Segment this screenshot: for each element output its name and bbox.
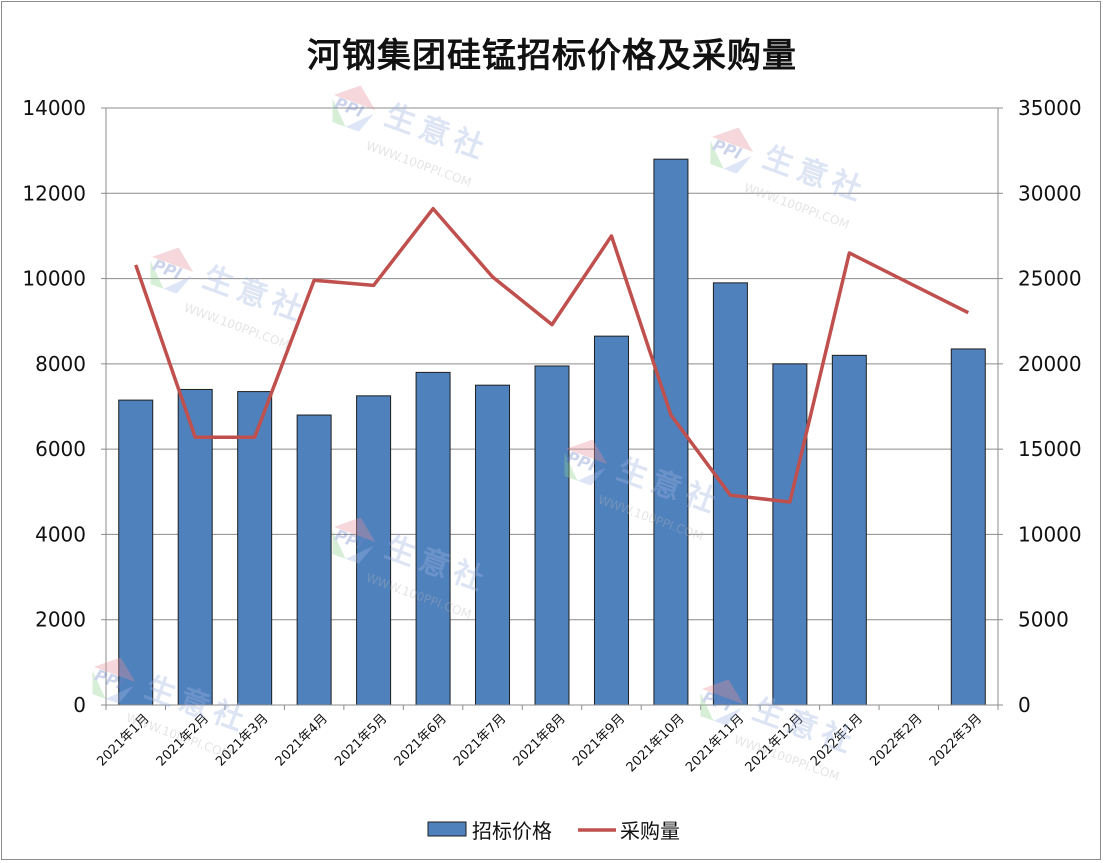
left-tick-label: 2000 — [35, 608, 86, 632]
watermark-logo-right — [723, 155, 752, 174]
watermark-logo-left — [564, 452, 578, 481]
right-tick-label: 15000 — [1018, 437, 1082, 461]
watermark-logo-right — [163, 275, 192, 294]
bar-2021年1月 — [118, 399, 154, 706]
watermark-logo-right — [345, 113, 374, 132]
watermark-logo-left — [332, 530, 346, 559]
purchase-line — [134, 206, 970, 504]
purchase-line-path — [134, 206, 970, 504]
legend-label-purchase: 采购量 — [620, 819, 680, 843]
watermark-logo-left — [332, 98, 346, 127]
bar-2021年11月 — [712, 282, 748, 706]
bar-2021年2月 — [177, 388, 213, 706]
left-tick-label: 0 — [73, 693, 86, 717]
bar-2021年5月 — [356, 395, 392, 706]
right-tick-label: 25000 — [1018, 267, 1082, 291]
bar-2022年3月 — [950, 348, 986, 706]
bar-2021年7月 — [475, 384, 511, 706]
watermark-logo-top — [701, 679, 744, 704]
x-tick-label: 2021年10月 — [624, 711, 688, 775]
left-tick-label: 14000 — [22, 96, 86, 120]
left-tick-label: 6000 — [35, 437, 86, 461]
bar-2021年8月 — [534, 365, 570, 706]
right-tick-label: 10000 — [1018, 522, 1082, 546]
right-tick-label: 5000 — [1018, 608, 1069, 632]
x-tick-label: 2021年4月 — [273, 711, 331, 769]
watermark-logo-left — [710, 140, 724, 169]
watermark-logo-right — [345, 545, 374, 564]
watermark-logo-left — [150, 260, 164, 289]
bar-2021年6月 — [415, 371, 451, 706]
bar-2021年3月 — [237, 391, 273, 706]
left-tick-label: 10000 — [22, 267, 86, 291]
right-tick-label: 30000 — [1018, 181, 1082, 205]
x-tick-label: 2021年9月 — [570, 711, 628, 769]
watermark-logo-top — [711, 127, 754, 152]
price-bars — [118, 158, 986, 706]
watermark-logo-top — [93, 657, 136, 682]
bar-2021年9月 — [593, 335, 629, 706]
bar-2021年12月 — [772, 363, 808, 706]
bar-2021年4月 — [296, 414, 332, 706]
chart-title: 河钢集团硅锰招标价格及采购量 — [307, 36, 797, 76]
x-tick-label: 2022年2月 — [867, 711, 925, 769]
left-tick-label: 8000 — [35, 352, 86, 376]
watermark-logo-right — [577, 467, 606, 486]
legend: 招标价格 采购量 — [427, 819, 680, 843]
x-tick-label: 2022年3月 — [927, 711, 985, 769]
watermark-logo-top — [333, 517, 376, 542]
left-tick-label: 4000 — [35, 522, 86, 546]
x-tick-label: 2021年5月 — [332, 711, 390, 769]
right-tick-label: 35000 — [1018, 96, 1082, 120]
x-tick-label: 2021年7月 — [451, 711, 509, 769]
watermark-logo-left — [700, 692, 714, 721]
right-tick-label: 0 — [1018, 693, 1031, 717]
x-tick-label: 2021年8月 — [511, 711, 569, 769]
watermark-logo-top — [333, 85, 376, 110]
left-tick-label: 12000 — [22, 181, 86, 205]
legend-label-price: 招标价格 — [472, 819, 552, 843]
watermark-logo-right — [713, 707, 742, 726]
bar-2022年1月 — [831, 354, 867, 706]
watermark-logo-right — [105, 685, 134, 704]
watermark-logo-top — [565, 439, 608, 464]
x-tick-label: 2021年6月 — [392, 711, 450, 769]
right-tick-label: 20000 — [1018, 352, 1082, 376]
watermark-logo-left — [92, 670, 106, 699]
legend-swatch-price — [427, 821, 467, 837]
watermark-logo-top — [151, 247, 194, 272]
